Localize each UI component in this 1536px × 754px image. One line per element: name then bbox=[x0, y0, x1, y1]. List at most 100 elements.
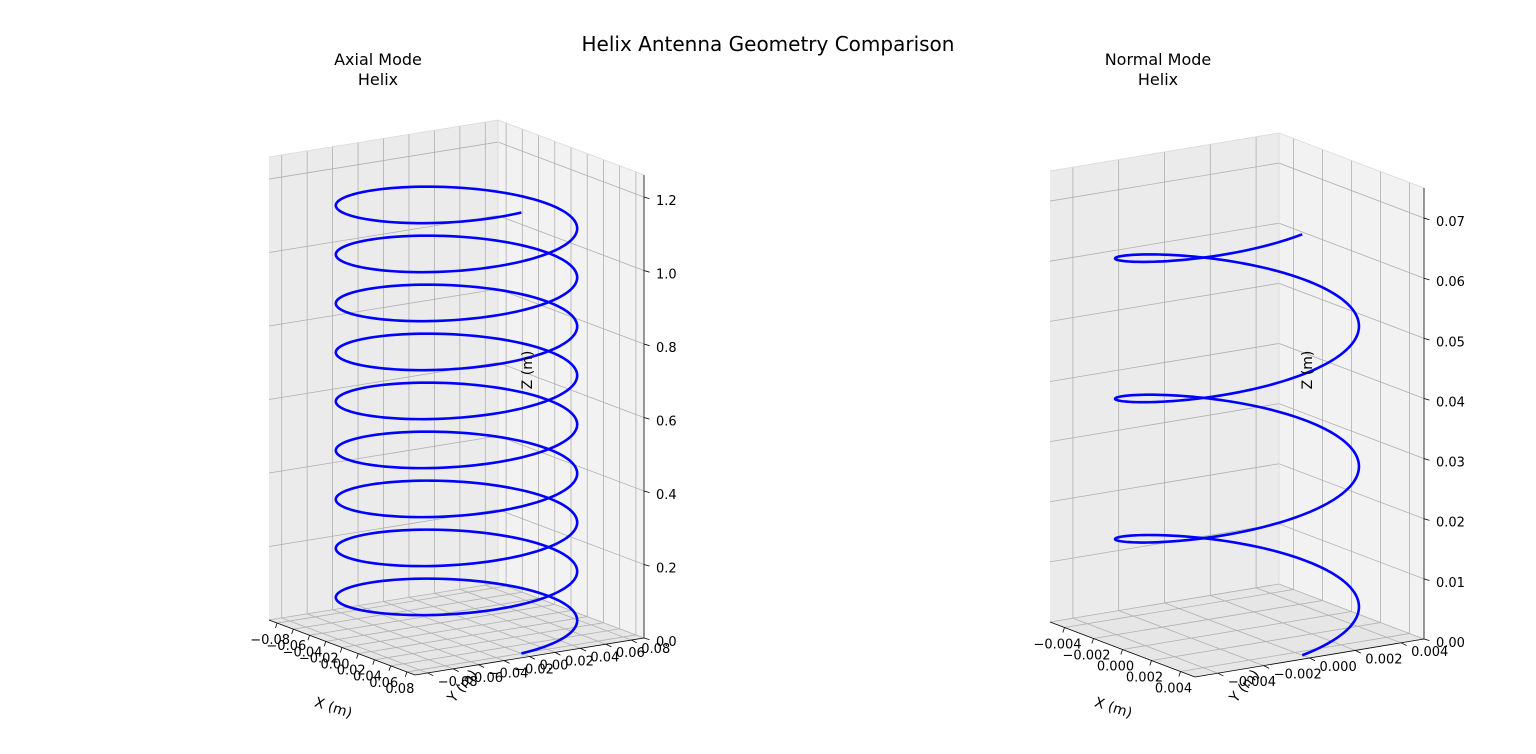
x-tick-label: −0.02 bbox=[299, 651, 339, 666]
x-tick bbox=[1062, 627, 1065, 633]
y-tick-label: −0.002 bbox=[1274, 668, 1322, 683]
z-tick-label: 0.07 bbox=[1436, 215, 1465, 230]
x-tick bbox=[291, 629, 294, 635]
y-tick-label: 0.00 bbox=[540, 659, 569, 674]
y-tick bbox=[503, 660, 510, 664]
y-tick-label: −0.04 bbox=[489, 667, 529, 682]
y-tick-label: −0.06 bbox=[463, 671, 503, 686]
x-tick-label: 0.06 bbox=[369, 676, 398, 691]
x-tick bbox=[339, 647, 343, 653]
z-tick-label: 0.6 bbox=[656, 415, 677, 430]
z-tick bbox=[1423, 638, 1430, 642]
z-tick-label: 1.0 bbox=[656, 268, 677, 283]
z-tick bbox=[643, 637, 650, 641]
x-tick bbox=[1091, 638, 1094, 644]
z-tick bbox=[643, 417, 650, 420]
grid-lines bbox=[268, 122, 645, 674]
axial-panel-title: Axial Mode Helix bbox=[334, 50, 422, 89]
y-tick bbox=[452, 668, 459, 672]
z-tick bbox=[1423, 277, 1430, 281]
y-tick bbox=[580, 647, 587, 652]
x-axis-label: X (m) bbox=[1092, 695, 1134, 722]
z-tick bbox=[1423, 398, 1430, 401]
x-tick bbox=[1149, 660, 1152, 666]
x-tick-label: 0.04 bbox=[353, 670, 382, 685]
y-tick bbox=[1355, 650, 1361, 654]
z-tick-label: 0.02 bbox=[1436, 516, 1465, 531]
y-tick bbox=[631, 639, 637, 644]
x-tick-label: 0.004 bbox=[1155, 682, 1192, 697]
y-tick-label: −0.004 bbox=[1228, 675, 1276, 690]
z-tick bbox=[643, 490, 650, 494]
z-tick bbox=[1423, 337, 1430, 341]
y-tick bbox=[1263, 665, 1270, 669]
y-tick bbox=[529, 656, 536, 660]
y-tick bbox=[1309, 657, 1316, 662]
x-tick bbox=[307, 635, 310, 641]
z-axis-label: Z (m) bbox=[1300, 351, 1316, 390]
z-tick bbox=[643, 343, 650, 347]
z-tick-label: 0.05 bbox=[1436, 335, 1465, 350]
helix-curve bbox=[334, 185, 579, 655]
y-tick-label: 0.06 bbox=[616, 646, 645, 661]
z-tick-label: 0.06 bbox=[1436, 275, 1465, 290]
y-tick bbox=[554, 652, 561, 656]
z-tick bbox=[643, 564, 650, 567]
y-tick bbox=[1217, 672, 1224, 677]
z-tick-label: 0.8 bbox=[656, 341, 677, 356]
x-axis-label: X (m) bbox=[312, 695, 354, 722]
z-tick-label: 0.2 bbox=[656, 562, 677, 577]
z-tick bbox=[643, 196, 650, 200]
x-tick-label: 0.02 bbox=[337, 664, 366, 679]
z-tick-label: 1.2 bbox=[656, 194, 677, 209]
y-tick-label: 0.08 bbox=[641, 642, 670, 657]
x-tick-label: 0.08 bbox=[385, 682, 414, 697]
figure-title: Helix Antenna Geometry Comparison bbox=[581, 32, 955, 56]
helix-curve bbox=[1113, 233, 1361, 657]
x-tick-label: −0.04 bbox=[283, 645, 323, 660]
z-tick-label: 0.0 bbox=[656, 635, 677, 650]
z-tick bbox=[643, 270, 650, 273]
y-tick-label: 0.04 bbox=[590, 650, 619, 665]
y-tick-label: 0.000 bbox=[1320, 660, 1357, 675]
pane-edges bbox=[1049, 132, 1425, 584]
z-tick-label: 0.04 bbox=[1436, 395, 1465, 410]
z-tick bbox=[1423, 518, 1430, 521]
z-tick bbox=[1423, 217, 1430, 221]
x-tick bbox=[275, 622, 278, 629]
y-tick-label: −0.02 bbox=[514, 663, 554, 678]
y-tick-label: 0.02 bbox=[565, 654, 594, 669]
y-tick-label: −0.08 bbox=[438, 675, 478, 690]
pane-edges bbox=[268, 119, 645, 583]
tick-marks: −0.08−0.06−0.04−0.020.000.020.040.060.08… bbox=[250, 194, 676, 697]
x-tick bbox=[356, 653, 359, 659]
z-tick-label: 0.01 bbox=[1436, 576, 1465, 591]
normal-panel-title: Normal Mode Helix bbox=[1104, 50, 1212, 89]
x-tick bbox=[1178, 671, 1181, 677]
x-tick bbox=[388, 665, 392, 671]
x-tick bbox=[1120, 649, 1123, 655]
z-axis-label: Z (m) bbox=[520, 351, 536, 390]
x-tick-label: 0.00 bbox=[321, 658, 350, 673]
y-tick bbox=[478, 664, 485, 668]
x-tick-label: 0.002 bbox=[1126, 671, 1163, 686]
x-tick-label: −0.08 bbox=[250, 633, 290, 648]
y-tick bbox=[605, 643, 612, 648]
x-tick-label: 0.000 bbox=[1097, 660, 1134, 675]
z-tick bbox=[1423, 458, 1430, 461]
z-tick-label: 0.03 bbox=[1436, 456, 1465, 471]
x-tick bbox=[323, 641, 327, 647]
z-tick bbox=[1423, 578, 1430, 581]
x-tick-label: −0.06 bbox=[266, 639, 306, 654]
axial-mode-helix-plot: −0.08−0.06−0.04−0.020.000.020.040.060.08… bbox=[250, 119, 677, 722]
x-tick bbox=[404, 671, 408, 678]
x-tick bbox=[372, 659, 375, 665]
y-tick-label: 0.004 bbox=[1411, 645, 1448, 660]
x-tick-label: −0.002 bbox=[1062, 649, 1110, 664]
y-tick bbox=[1400, 642, 1407, 646]
z-tick-label: 0.4 bbox=[656, 488, 677, 503]
y-tick-label: 0.002 bbox=[1365, 652, 1402, 667]
